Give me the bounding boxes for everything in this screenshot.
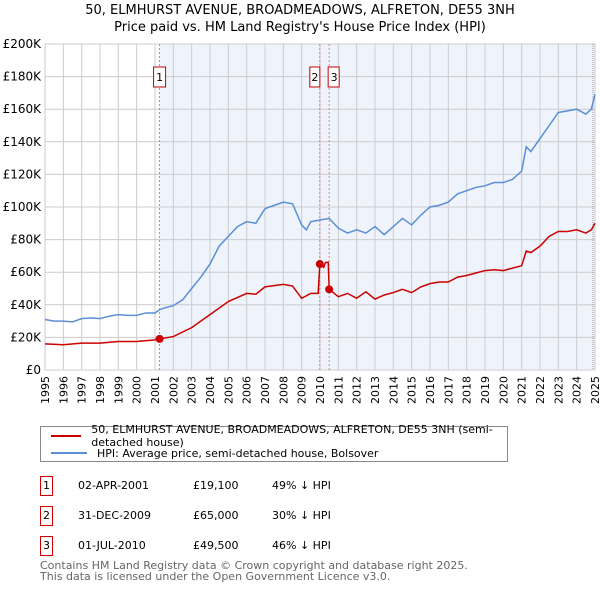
sale-date: 31-DEC-2009 [78, 509, 152, 522]
sale-marker-label: 1 [40, 476, 53, 496]
y-tick-label: £20K [10, 330, 42, 344]
x-tick-label: 2007 [259, 376, 272, 404]
sale-point [325, 285, 334, 294]
legend: 50, ELMHURST AVENUE, BROADMEADOWS, ALFRE… [40, 423, 508, 462]
x-tick-label: 2008 [277, 376, 290, 404]
y-tick-label: £100K [3, 200, 43, 214]
x-tick-label: 2019 [479, 376, 492, 404]
x-tick-label: 2013 [369, 376, 382, 404]
x-tick-label: 2021 [516, 376, 529, 404]
sale-marker-box [309, 66, 321, 88]
x-tick-label: 2012 [351, 376, 364, 404]
chart-title: 50, ELMHURST AVENUE, BROADMEADOWS, ALFRE… [85, 3, 515, 18]
legend-label-property: 50, ELMHURST AVENUE, BROADMEADOWS, ALFRE… [91, 423, 493, 449]
x-tick-label: 2011 [332, 376, 345, 404]
y-tick-label: £120K [3, 167, 43, 181]
x-tick-label: 1999 [112, 376, 125, 404]
x-tick-label: 2010 [314, 376, 327, 404]
sale-price: £65,000 [193, 509, 239, 522]
sale-point [155, 334, 164, 343]
sale-hpi-diff: 30% ↓ HPI [272, 509, 331, 522]
x-tick-label: 2006 [241, 376, 254, 404]
x-tick-label: 2015 [406, 376, 419, 404]
x-tick-label: 2025 [589, 376, 600, 404]
sale-marker-label: 3 [40, 536, 53, 556]
x-tick-label: 1997 [76, 376, 89, 404]
sale-marker-box [327, 66, 340, 88]
sale-date: 01-JUL-2010 [78, 539, 146, 552]
legend-swatch-blue [51, 452, 87, 454]
x-tick-label: 1995 [39, 376, 52, 404]
sale-price: £49,500 [193, 539, 239, 552]
y-tick-label: £160K [3, 102, 43, 116]
x-tick-label: 2002 [167, 376, 180, 404]
y-tick-label: £0 [26, 363, 41, 377]
x-tick-label: 2000 [131, 376, 144, 404]
x-tick-label: 2023 [552, 376, 565, 404]
sale-marker-box [153, 66, 167, 88]
x-tick-label: 2017 [442, 376, 455, 404]
sale-date: 02-APR-2001 [78, 479, 150, 492]
sale-marker-label: 2 [40, 506, 53, 526]
x-tick-label: 2001 [149, 376, 162, 404]
y-tick-label: £180K [3, 70, 43, 84]
sale-hpi-diff: 46% ↓ HPI [272, 539, 331, 552]
sale-point [315, 260, 324, 269]
legend-label-hpi: HPI: Average price, semi-detached house,… [97, 446, 379, 460]
footer-line-2: This data is licensed under the Open Gov… [40, 570, 391, 583]
x-tick-label: 2014 [387, 376, 400, 404]
y-tick-label: £60K [10, 265, 42, 279]
x-tick-label: 2016 [424, 376, 437, 404]
sale-marker-label: 1 [156, 71, 163, 84]
x-tick-label: 2020 [497, 376, 510, 404]
y-tick-label: £80K [10, 233, 42, 247]
y-tick-label: £140K [3, 135, 43, 149]
sale-price: £19,100 [193, 479, 239, 492]
legend-swatch-red [51, 435, 82, 437]
price-chart: 1995 1996 1997 1998 1999 2000 2001 2002 2003 2004… [3, 37, 600, 404]
series-line [44, 94, 596, 323]
chart-subtitle: Price paid vs. HM Land Registry's House … [114, 20, 486, 35]
y-tick-label: £200K [3, 37, 43, 51]
x-tick-label: 2003 [186, 376, 199, 404]
x-tick-label: 2024 [571, 376, 584, 404]
y-tick-label: £40K [10, 298, 42, 312]
footer: Contains HM Land Registry data © Crown c… [40, 560, 468, 582]
x-tick-label: 2004 [204, 376, 217, 404]
series-line [44, 222, 596, 346]
footer-line-1: Contains HM Land Registry data © Crown c… [40, 559, 468, 572]
x-tick-label: 2018 [461, 376, 474, 404]
x-tick-label: 1998 [94, 376, 107, 404]
x-tick-label: 2022 [534, 376, 547, 404]
sale-hpi-diff: 49% ↓ HPI [272, 479, 331, 492]
sale-marker-label: 2 [311, 71, 318, 84]
x-tick-label: 2005 [222, 376, 235, 404]
sale-marker-label: 3 [331, 71, 338, 84]
x-tick-label: 1996 [57, 376, 70, 404]
x-tick-label: 2009 [296, 376, 309, 404]
